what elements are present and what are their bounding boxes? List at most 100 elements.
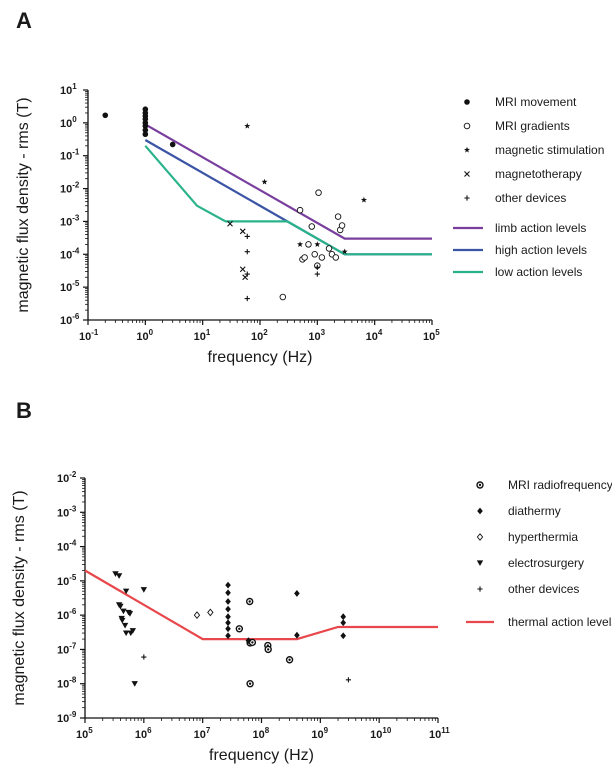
data-point — [301, 254, 308, 261]
y-tick-label: 100 — [60, 115, 77, 130]
series-electrosurgery — [112, 571, 148, 687]
data-point — [340, 613, 347, 621]
data-point — [244, 271, 250, 277]
x-tick-label: 105 — [423, 328, 440, 343]
x-tick-label: 107 — [194, 726, 211, 741]
x-tick-label: 105 — [76, 726, 93, 741]
data-point — [325, 245, 333, 252]
data-point — [142, 127, 149, 133]
legend-label: diathermy — [508, 504, 561, 518]
x-axis-title: frequency (Hz) — [209, 747, 314, 764]
data-point — [308, 223, 316, 230]
y-tick-label: 101 — [60, 82, 77, 97]
y-tick-label: 10-5 — [60, 279, 80, 294]
legend-marker — [476, 533, 484, 541]
y-tick-label: 10-7 — [57, 641, 77, 656]
data-point — [235, 625, 244, 633]
x-tick-label: 108 — [253, 726, 270, 741]
data-point — [169, 141, 176, 148]
data-point — [245, 597, 254, 606]
legend-label: other devices — [495, 191, 566, 205]
data-point — [239, 266, 246, 273]
data-point — [285, 656, 294, 664]
legend-label: MRI movement — [495, 95, 577, 109]
data-point — [345, 677, 352, 683]
legend-marker — [463, 122, 471, 130]
legend-marker — [464, 195, 470, 201]
x-tick-label: 109 — [311, 726, 328, 741]
series-hyperthermia — [193, 608, 214, 620]
data-point — [142, 123, 149, 129]
legend: MRI movement MRI gradients magnetic stimul… — [453, 95, 604, 279]
legend-marker — [464, 99, 470, 105]
data-point — [126, 611, 134, 617]
x-tick-label: 100 — [136, 328, 153, 343]
data-point — [246, 680, 254, 688]
data-point — [305, 241, 312, 248]
data-point — [360, 196, 367, 203]
data-point — [115, 573, 123, 579]
legend-label: low action levels — [495, 265, 582, 279]
y-tick-label: 10-9 — [57, 710, 77, 725]
data-point — [245, 637, 252, 645]
series-other-devices — [141, 654, 352, 683]
series-magnetic-stimulation — [244, 122, 367, 255]
data-point — [340, 619, 347, 627]
y-tick-label: 10-8 — [57, 676, 77, 691]
legend-label: thermal action levels — [508, 615, 612, 629]
legend-label: magnetic stimulation — [495, 143, 604, 157]
legend-label: high action levels — [495, 243, 587, 257]
data-point — [244, 122, 251, 129]
line-low-action-levels — [144, 145, 432, 256]
data-point — [311, 251, 318, 258]
legend-label: hyperthermia — [508, 530, 578, 544]
data-point — [207, 608, 214, 617]
x-tick-label: 10-1 — [79, 328, 99, 343]
data-point — [296, 206, 304, 214]
y-tick-label: 10-6 — [57, 607, 77, 622]
data-point — [120, 608, 127, 615]
x-tick-label: 1011 — [429, 726, 450, 741]
legend-label: electrosurgery — [508, 556, 584, 570]
legend-marker — [464, 146, 470, 153]
y-tick-label: 10-2 — [60, 181, 80, 196]
y-tick-label: 10-3 — [60, 213, 80, 228]
data-point — [225, 619, 231, 627]
y-tick-label: 10-3 — [57, 504, 77, 519]
series-MRI-movement — [102, 106, 176, 148]
x-tick-label: 102 — [251, 328, 268, 343]
legend: MRI radiofrequency diathermy hyperthermia e… — [466, 478, 612, 629]
series-other-devices — [244, 233, 320, 302]
data-point — [122, 588, 130, 595]
series-MRI-gradients — [279, 189, 346, 301]
data-point — [119, 617, 126, 624]
data-point — [341, 248, 348, 255]
data-point — [239, 228, 246, 235]
data-point — [332, 254, 340, 261]
data-point — [244, 295, 250, 302]
data-point — [314, 241, 321, 247]
legend-label: MRI gradients — [495, 119, 570, 133]
data-point — [294, 590, 300, 597]
y-tick-label: 10-6 — [60, 312, 80, 327]
data-point — [141, 654, 147, 660]
data-point — [340, 632, 347, 640]
data-point — [112, 571, 119, 577]
y-axis-title: magnetic flux density - rms (T) — [15, 97, 32, 312]
y-tick-label: 10-5 — [57, 573, 77, 588]
legend-marker — [464, 171, 470, 177]
data-point — [334, 213, 342, 220]
data-point — [225, 598, 231, 605]
data-point — [318, 254, 326, 261]
legend-marker — [477, 507, 483, 515]
x-tick-label: 103 — [308, 328, 325, 343]
panel-b: B 105 106 107 108 109 1010 1011 10-9 10-8 10-7 10-6… — [11, 398, 612, 764]
x-tick-label: 101 — [194, 328, 211, 343]
x-axis-title: frequency (Hz) — [208, 349, 313, 366]
data-point — [117, 603, 124, 610]
data-point — [131, 681, 138, 687]
y-tick-label: 10-4 — [60, 246, 80, 261]
line-limb-action-levels — [144, 123, 432, 240]
data-point — [315, 189, 322, 196]
